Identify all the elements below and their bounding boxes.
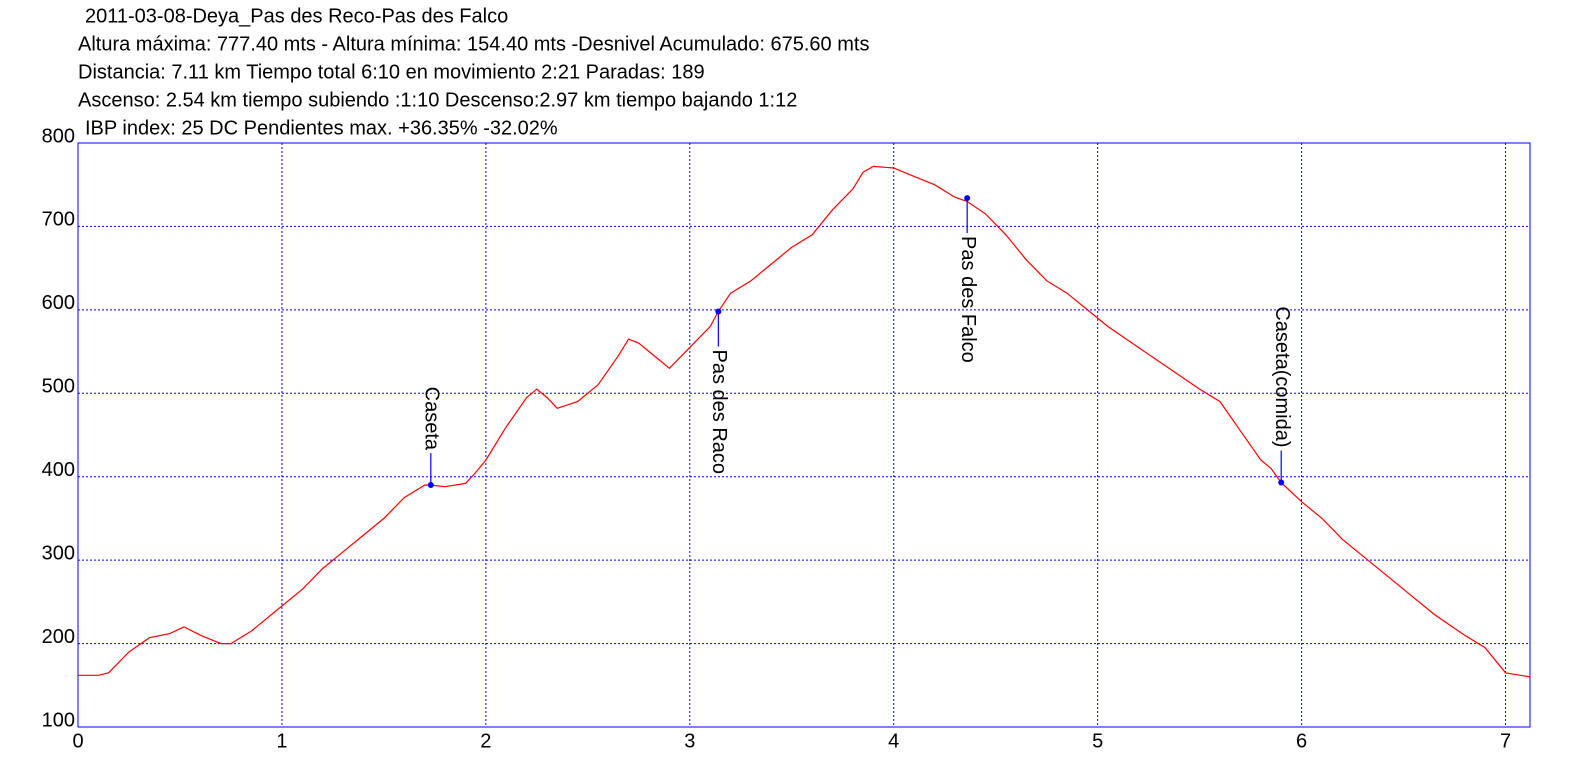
y-tick-label: 400 [42, 459, 75, 481]
waypoint [715, 308, 722, 315]
elevation-line [78, 165, 1531, 678]
waypoint-label: Pas des Falco [957, 236, 979, 363]
plot-frame [77, 142, 1531, 728]
y-tick-label: 300 [42, 542, 75, 564]
waypoint-label: Caseta(comida) [1271, 306, 1293, 447]
y-tick-label: 100 [42, 709, 75, 731]
waypoint [964, 195, 971, 202]
subtitle: Ascenso: 2.54 km tiempo subiendo :1:10 D… [78, 89, 797, 111]
x-tick-label: 3 [684, 730, 695, 752]
y-tick-label: 600 [42, 292, 75, 314]
subtitle: IBP index: 25 DC Pendientes max. +36.35%… [85, 117, 558, 139]
y-tick-label: 500 [42, 376, 75, 398]
x-tick-label: 2 [480, 730, 491, 752]
subtitle: Distancia: 7.11 km Tiempo total 6:10 en … [78, 61, 705, 83]
waypoint [1278, 479, 1285, 486]
waypoint-label: Caseta [421, 387, 443, 451]
y-tick-label: 200 [42, 626, 75, 648]
x-tick-label: 4 [888, 730, 899, 752]
y-tick-label: 800 [42, 125, 75, 147]
waypoint-label: Pas des Raco [708, 350, 730, 475]
y-tick-label: 700 [42, 209, 75, 231]
x-tick-label: 6 [1296, 730, 1307, 752]
x-tick-label: 0 [72, 730, 83, 752]
subtitle: Altura máxima: 777.40 mts - Altura mínim… [78, 33, 869, 55]
x-tick-label: 7 [1500, 730, 1511, 752]
chart-title: 2011-03-08-Deya_Pas des Reco-Pas des Fal… [85, 5, 508, 27]
x-tick-label: 1 [276, 730, 287, 752]
x-tick-label: 5 [1092, 730, 1103, 752]
waypoint [427, 482, 434, 489]
